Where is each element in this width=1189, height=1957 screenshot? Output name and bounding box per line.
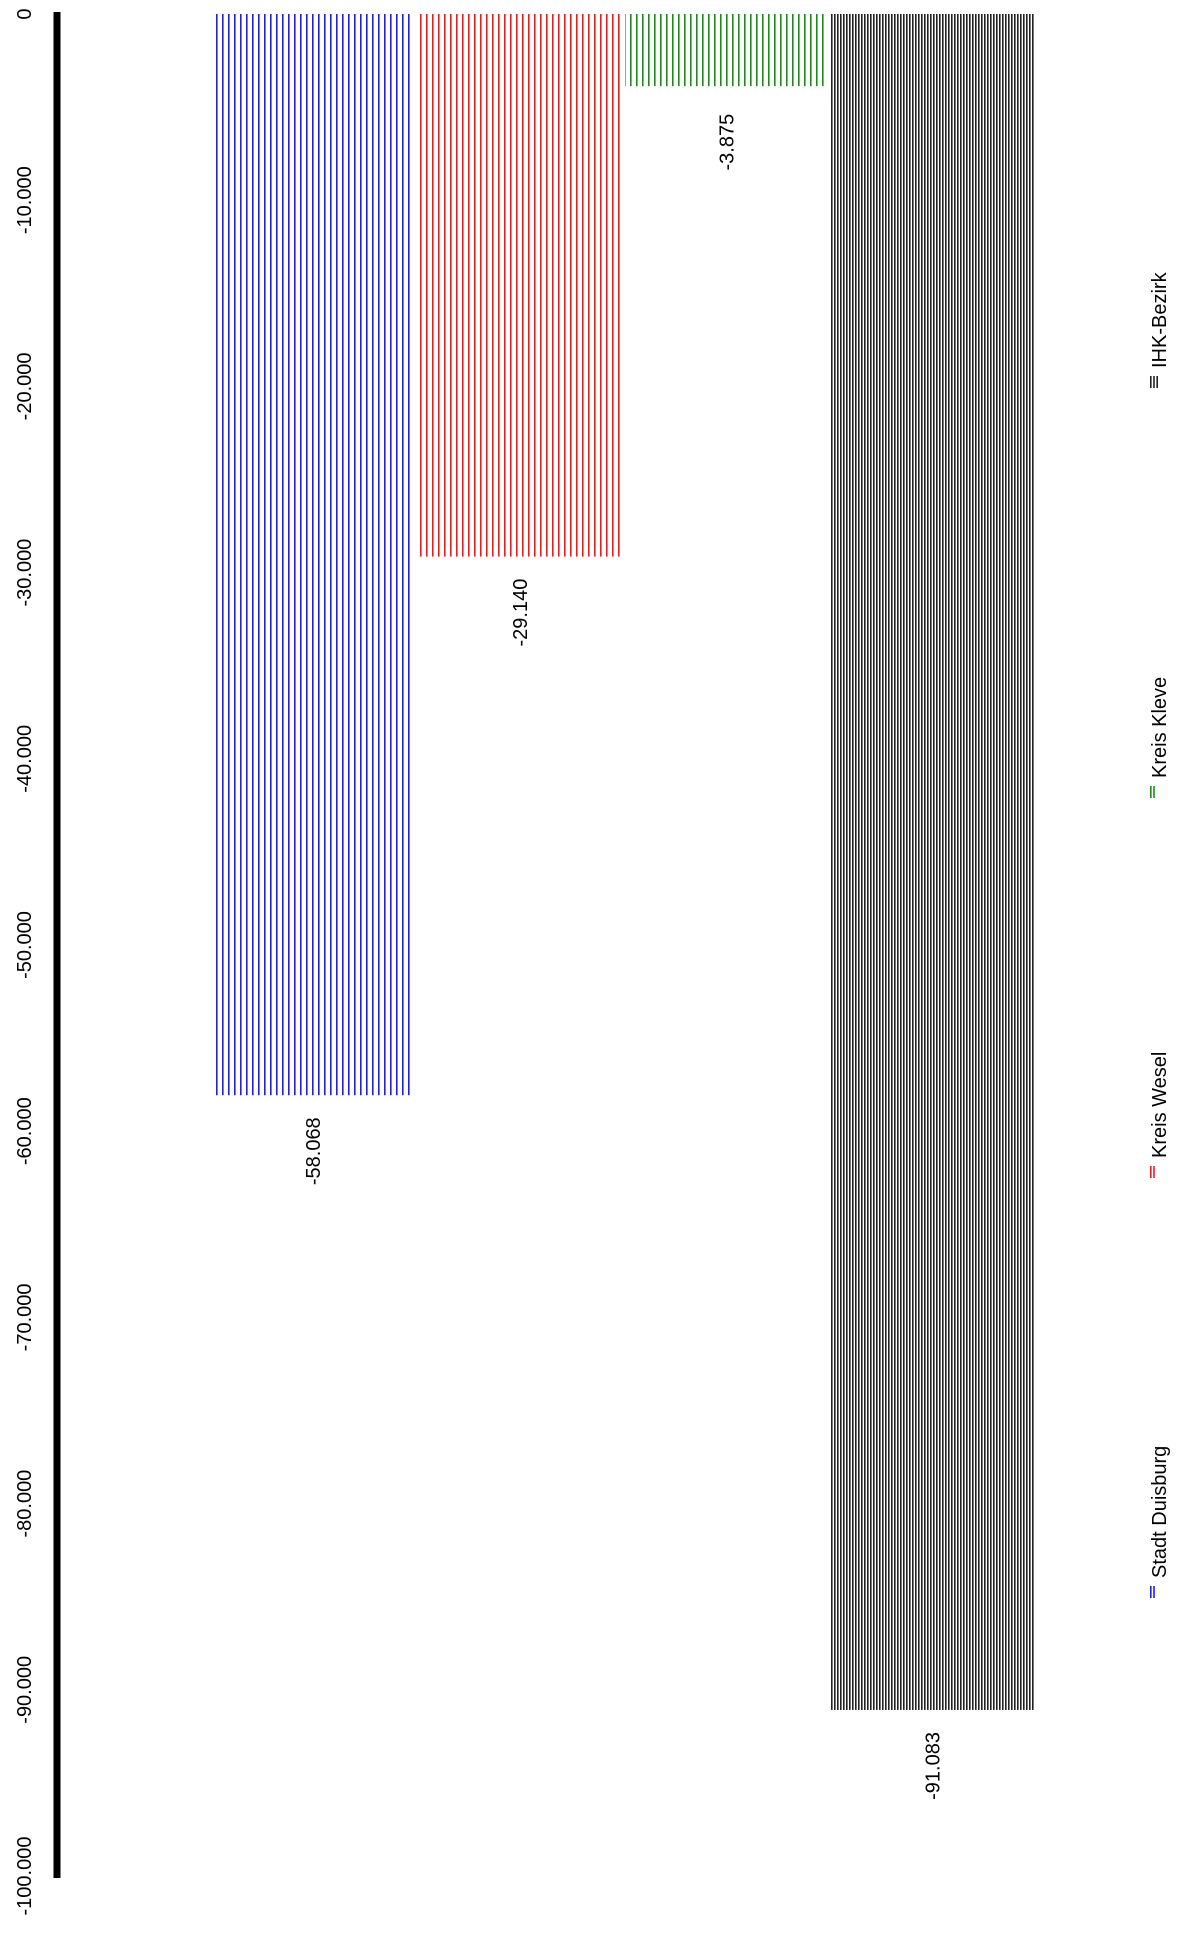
tick-label-8: -80.000: [14, 1470, 36, 1538]
tick-label-6: -60.000: [14, 1097, 36, 1165]
data-label-2: -3.875: [717, 114, 739, 171]
tick-label-10: -100.000: [14, 1837, 36, 1916]
bar-ihk-bezirk: [830, 14, 1035, 1710]
legend-swatch-3-0: [1150, 376, 1152, 388]
data-label-0: -58.068: [303, 1117, 325, 1185]
legend-label-0: Stadt Duisburg: [1149, 1446, 1171, 1578]
legend-label-3: IHK-Bezirk: [1149, 271, 1171, 368]
legend-swatch-1-0: [1150, 1166, 1152, 1178]
bar-kreis-kleve: [625, 14, 828, 87]
legend-swatch-0-0: [1150, 1586, 1152, 1598]
legend-swatch-3-2: [1156, 376, 1158, 388]
legend-entry-2: Kreis Kleve: [1149, 677, 1171, 798]
value-axis: 0 -10.000 -20.000 -30.000 -40.000 -50.000 -60.…: [14, 8, 61, 1916]
tick-label-5: -50.000: [14, 911, 36, 979]
legend-swatch-3-1: [1153, 376, 1155, 388]
tick-label-2: -20.000: [14, 352, 36, 420]
tick-label-4: -40.000: [14, 725, 36, 793]
legend-swatch-2-0: [1150, 786, 1152, 798]
tick-label-0: 0: [14, 8, 36, 19]
legend-entry-0: Stadt Duisburg: [1149, 1446, 1171, 1598]
data-label-1: -29.140: [510, 579, 532, 647]
legend-label-1: Kreis Wesel: [1149, 1052, 1171, 1158]
legend-entry-1: Kreis Wesel: [1149, 1052, 1171, 1178]
tick-label-9: -90.000: [14, 1656, 36, 1724]
tick-label-1: -10.000: [14, 166, 36, 234]
legend: Stadt Duisburg Kreis Wesel Kreis Kleve IHK-…: [1149, 271, 1171, 1598]
bar-stadt-duisburg: [212, 14, 414, 1096]
legend-label-2: Kreis Kleve: [1149, 677, 1171, 778]
data-label-3: -91.083: [923, 1732, 945, 1800]
tick-label-3: -30.000: [14, 539, 36, 607]
legend-swatch-1-1: [1153, 1166, 1155, 1178]
legend-swatch-2-1: [1153, 786, 1155, 798]
bars: [212, 14, 1035, 1710]
bar-kreis-wesel: [418, 14, 622, 557]
legend-swatch-0-1: [1153, 1586, 1155, 1598]
legend-entry-3: IHK-Bezirk: [1149, 271, 1171, 388]
data-labels: -58.068 -29.140 -3.875 -91.083: [303, 114, 945, 1800]
tick-label-7: -70.000: [14, 1283, 36, 1351]
